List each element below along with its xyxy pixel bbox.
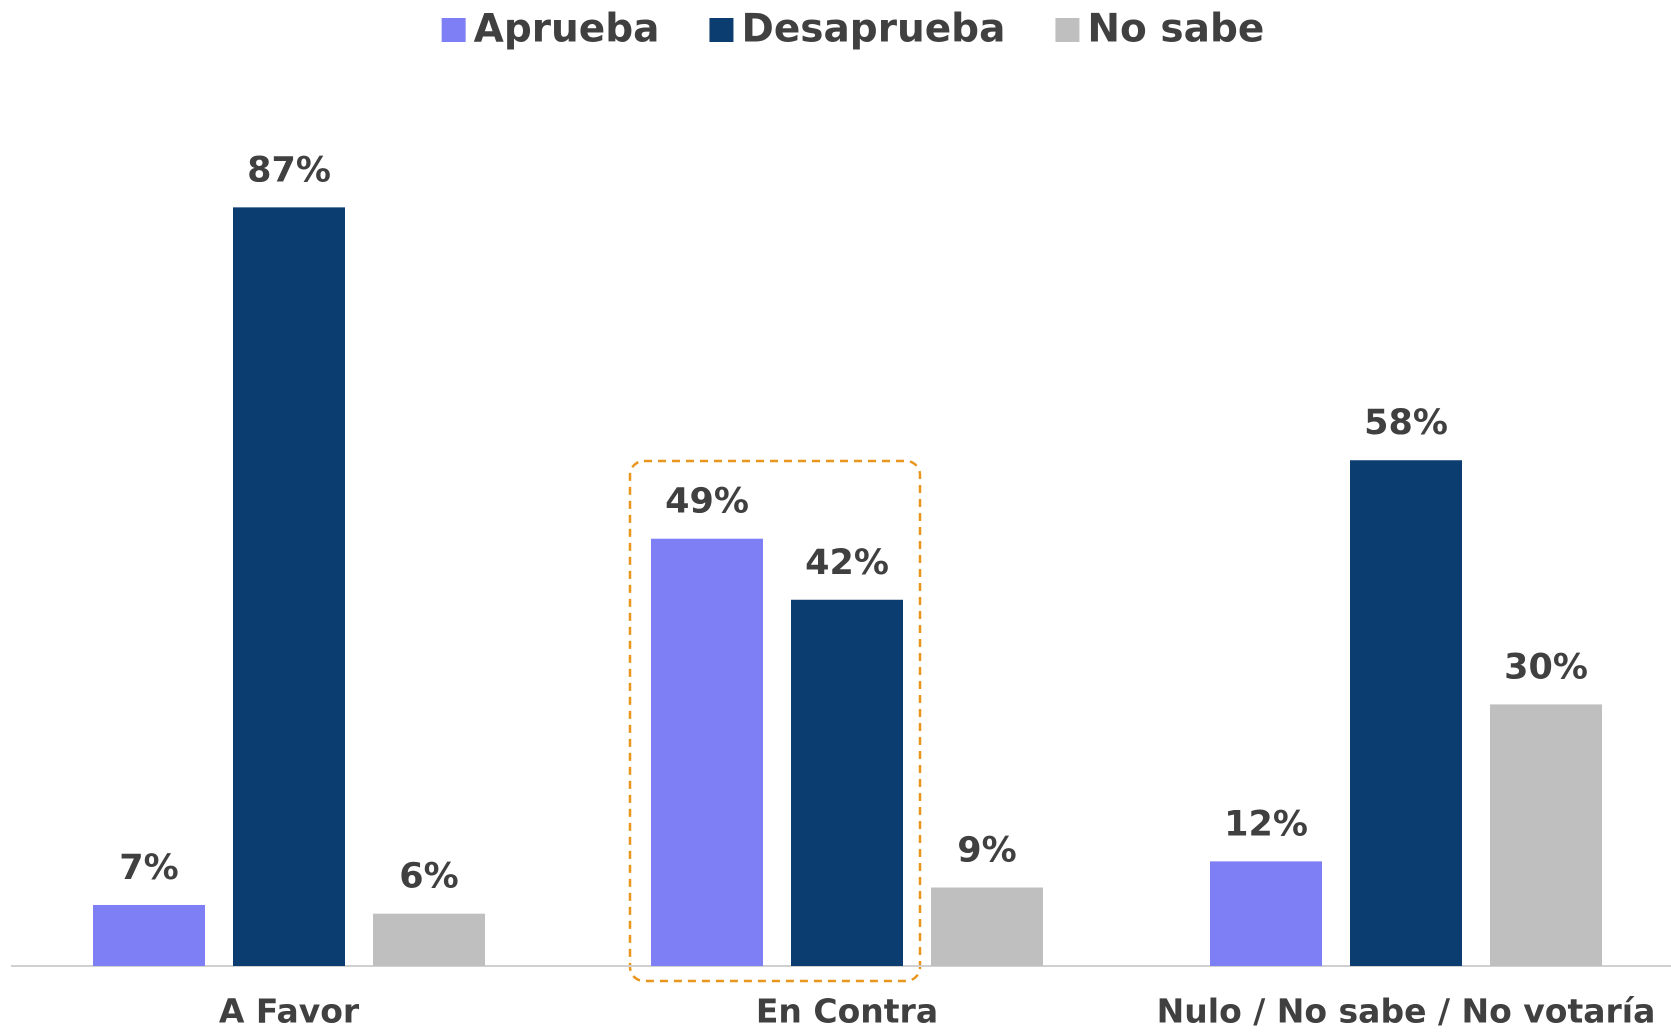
value-label: 87% [247, 150, 331, 190]
value-label: 9% [957, 831, 1016, 871]
x-tick-label: Nulo / No sabe / No votaría [1157, 992, 1656, 1031]
legend-text: Desaprueba [741, 7, 1005, 52]
bar [651, 538, 763, 966]
legend-swatch [1055, 18, 1080, 42]
bar [373, 913, 485, 966]
bar [1210, 861, 1322, 966]
value-label: 58% [1364, 403, 1448, 443]
legend-text: No sabe [1087, 7, 1264, 52]
legend-swatch [441, 18, 466, 42]
legend-text: Aprueba [474, 7, 660, 52]
value-label: 6% [399, 857, 458, 897]
highlight-box [628, 459, 922, 983]
bar [233, 207, 345, 967]
value-label: 42% [805, 543, 889, 583]
legend-swatch [709, 18, 734, 42]
value-label: 49% [665, 482, 749, 522]
bar [93, 904, 205, 966]
bar [1350, 460, 1462, 966]
value-label: 12% [1224, 804, 1308, 844]
value-label: 7% [119, 848, 178, 888]
bar [791, 599, 903, 966]
bar [931, 887, 1043, 966]
x-tick-label: En Contra [756, 992, 938, 1031]
value-label: 30% [1504, 647, 1588, 687]
bar [1490, 704, 1602, 966]
x-tick-label: A Favor [219, 992, 360, 1031]
